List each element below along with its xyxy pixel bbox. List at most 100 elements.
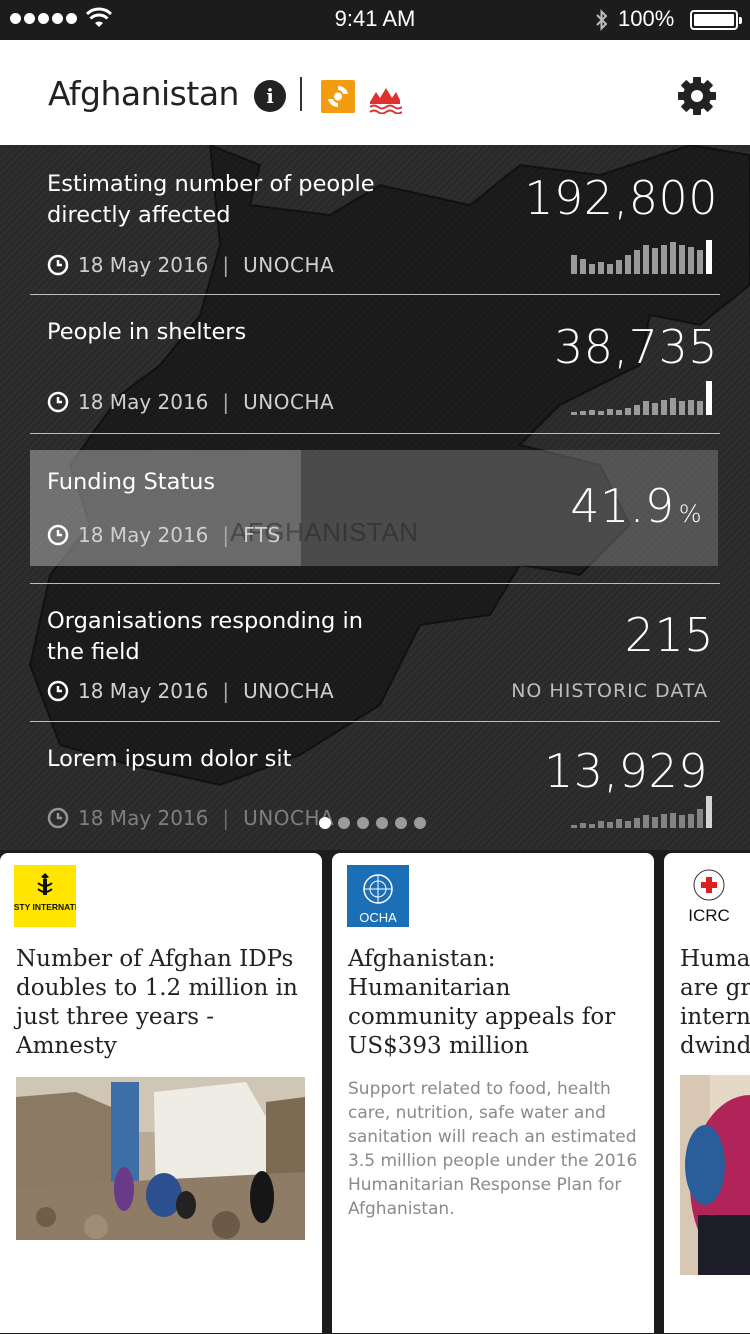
- country-map-background: [28, 145, 750, 787]
- header-divider: [300, 77, 302, 111]
- sparkline-bar: [580, 259, 586, 274]
- row-divider: [30, 583, 720, 584]
- org-label: ICRC: [688, 906, 730, 925]
- news-headline[interactable]: Number of Afghan IDPs doubles to 1.2 mil…: [16, 946, 298, 1059]
- sparkline-bar: [670, 398, 676, 415]
- stat-meta: 18 May 2016 | UNOCHA: [47, 390, 334, 414]
- meta-separator: |: [222, 390, 230, 414]
- stat-value: 41.9%: [570, 479, 702, 533]
- meta-separator: |: [222, 806, 230, 830]
- sparkline-bar: [706, 381, 712, 415]
- headline-line: dwind: [680, 1033, 750, 1059]
- news-carousel[interactable]: AMNESTY INTERNATIONAL Number of Afghan I…: [0, 850, 750, 1334]
- sparkline-bar: [652, 248, 658, 274]
- sparkline-bar: [571, 255, 577, 274]
- battery-percent: 100%: [618, 6, 675, 31]
- stat-title: Estimating number of people directly aff…: [47, 171, 375, 228]
- sparkline-bar: [643, 401, 649, 415]
- news-photo-person[interactable]: [680, 1075, 750, 1275]
- sparkline-bar: [670, 242, 676, 274]
- no-historic-data-label: NO HISTORIC DATA: [511, 680, 708, 702]
- sparkline-bar: [706, 240, 712, 274]
- stat-people-affected[interactable]: Estimating number of people directly aff…: [30, 169, 720, 294]
- key-figures-panel[interactable]: Estimating number of people directly aff…: [0, 145, 750, 850]
- sparkline-bar: [688, 400, 694, 415]
- row-divider: [30, 294, 720, 295]
- sparkline-bar: [607, 409, 613, 415]
- org-label: AMNESTY INTERNATIONAL: [14, 902, 76, 912]
- info-icon[interactable]: i: [254, 80, 286, 112]
- meta-separator: |: [222, 679, 230, 703]
- meta-separator: |: [222, 253, 230, 277]
- stat-title: People in shelters: [47, 319, 247, 345]
- page-title: Afghanistan: [48, 74, 239, 113]
- sparkline-bar: [625, 821, 631, 828]
- news-card[interactable]: OCHA Afghanistan: Humanitarian community…: [332, 853, 654, 1333]
- news-headline[interactable]: Huma are gr intern dwind: [680, 945, 750, 1061]
- sparkline-bar: [607, 822, 613, 828]
- sparkline-bar: [661, 400, 667, 415]
- sparkline-bar: [634, 405, 640, 415]
- org-label: OCHA: [359, 910, 397, 925]
- news-card[interactable]: ICRC Huma are gr intern dwind: [664, 853, 750, 1333]
- sparkline-bar: [661, 814, 667, 828]
- sparkline-bar: [616, 260, 622, 274]
- clock-icon: [47, 807, 69, 829]
- page-dot[interactable]: [319, 817, 331, 829]
- news-headline[interactable]: Afghanistan: Humanitarian community appe…: [348, 946, 616, 1059]
- sparkline-bar: [589, 410, 595, 415]
- pagination-dots[interactable]: [319, 817, 426, 829]
- bluetooth-icon: [596, 9, 608, 31]
- news-photo-rubble[interactable]: [16, 1077, 305, 1240]
- funding-progress-fill: [30, 450, 301, 566]
- stat-value: 192,800: [524, 171, 718, 225]
- stat-date: 18 May 2016: [78, 253, 209, 277]
- stat-meta: 18 May 2016 | UNOCHA: [47, 253, 334, 277]
- page-dot[interactable]: [414, 817, 426, 829]
- stat-people-in-shelters[interactable]: People in shelters 18 May 2016 | UNOCHA …: [30, 317, 720, 432]
- settings-gear-icon[interactable]: [677, 76, 717, 116]
- sparkline-bar: [625, 255, 631, 274]
- headline-line: Huma: [680, 946, 750, 972]
- sparkline-bar: [634, 818, 640, 828]
- stat-source[interactable]: UNOCHA: [243, 806, 335, 830]
- stat-source[interactable]: UNOCHA: [243, 679, 335, 703]
- status-time: 9:41 AM: [334, 6, 416, 31]
- stat-source[interactable]: UNOCHA: [243, 390, 335, 414]
- stat-value-unit: %: [678, 500, 702, 528]
- stat-source[interactable]: FTS: [243, 523, 281, 547]
- stat-funding-status[interactable]: Funding Status 18 May 2016 | FTS 41.9%: [30, 467, 720, 567]
- icrc-logo: ICRC: [678, 865, 740, 927]
- page-dot[interactable]: [357, 817, 369, 829]
- sparkline-bar: [697, 401, 703, 415]
- clock-icon: [47, 254, 69, 276]
- signal-strength-icon: [10, 13, 77, 24]
- stat-value: 215: [624, 608, 714, 662]
- stat-lorem[interactable]: Lorem ipsum dolor sit 18 May 2016 | UNOC…: [30, 744, 720, 850]
- stat-value: 13,929: [544, 744, 708, 798]
- cyclone-hazard-icon[interactable]: [321, 80, 355, 113]
- sparkline-bar: [571, 412, 577, 415]
- map-watermark: AFGHANISTAN: [230, 517, 419, 547]
- clock-icon: [47, 391, 69, 413]
- funding-progress-track: [30, 450, 718, 566]
- stat-meta: 18 May 2016 | FTS: [47, 523, 281, 547]
- page-dot[interactable]: [395, 817, 407, 829]
- page-dot[interactable]: [338, 817, 350, 829]
- sparkline-bar: [643, 245, 649, 274]
- stat-date: 18 May 2016: [78, 679, 209, 703]
- sparkline-bar: [598, 411, 604, 415]
- sparkline-bar: [643, 815, 649, 828]
- page-dot[interactable]: [376, 817, 388, 829]
- sparkline-bar: [679, 245, 685, 274]
- flood-hazard-icon[interactable]: [368, 80, 403, 115]
- sparkline-bar: [679, 815, 685, 828]
- news-card[interactable]: AMNESTY INTERNATIONAL Number of Afghan I…: [0, 853, 322, 1333]
- sparkline-bar: [688, 247, 694, 274]
- stat-organisations-responding[interactable]: Organisations responding in the field 18…: [30, 606, 720, 721]
- sparkline-bar: [661, 245, 667, 274]
- meta-separator: |: [222, 523, 230, 547]
- sparkline-bar: [616, 410, 622, 415]
- stat-source[interactable]: UNOCHA: [243, 253, 335, 277]
- sparkline-bar: [634, 250, 640, 274]
